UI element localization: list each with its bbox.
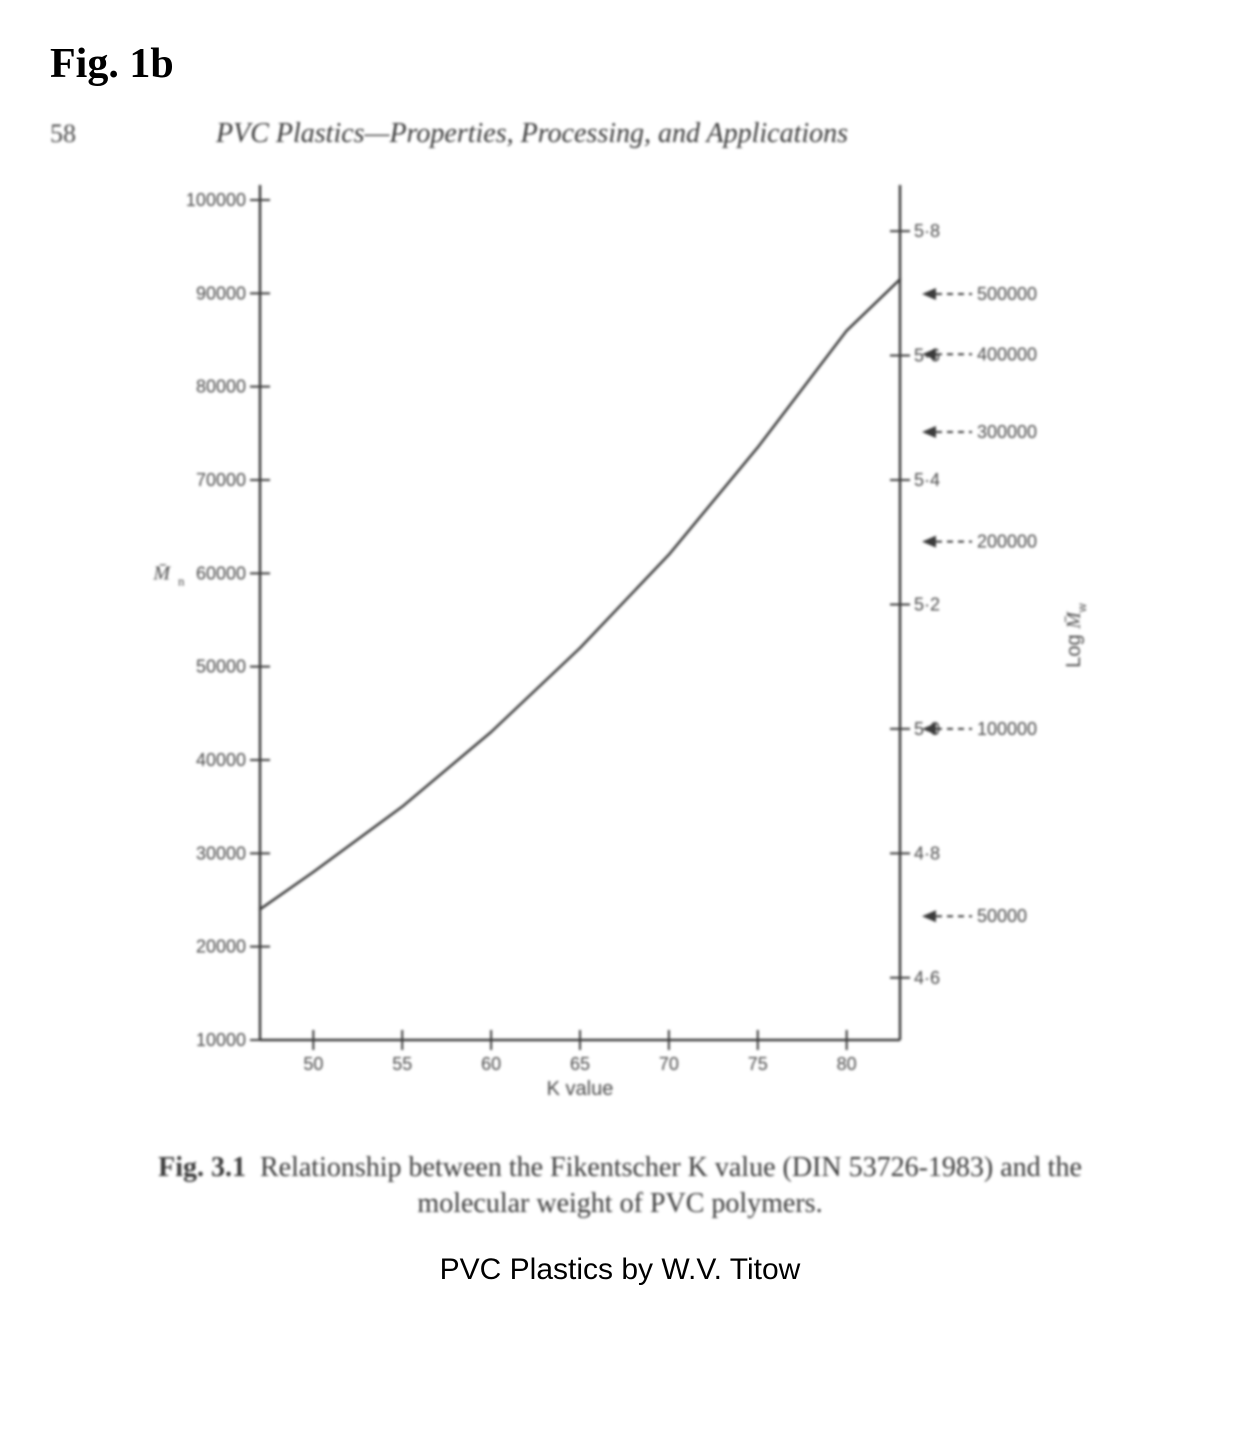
svg-text:70000: 70000 [196, 470, 246, 490]
source-attribution: PVC Plastics by W.V. Titow [50, 1253, 1190, 1287]
chart: 10000 20000 30000 40000 50000 60000 70000 80000… [130, 170, 1110, 1130]
book-section-title: PVC Plastics—Properties, Processing, and… [216, 118, 848, 150]
svg-text:300000: 300000 [977, 422, 1037, 442]
svg-text:Log M̄w: Log M̄w [1063, 603, 1089, 668]
svg-text:75: 75 [748, 1054, 768, 1074]
figure-caption: Fig. 3.1 Relationship between the Fikent… [130, 1150, 1110, 1223]
svg-text:500000: 500000 [977, 284, 1037, 304]
svg-text:4·6: 4·6 [914, 968, 940, 988]
svg-text:50: 50 [303, 1054, 323, 1074]
chart-svg: 10000 20000 30000 40000 50000 60000 70000 80000… [130, 170, 1110, 1130]
caption-prefix: Fig. 3.1 [158, 1152, 246, 1183]
svg-text:55: 55 [392, 1054, 412, 1074]
caption-text: Relationship between the Fikentscher K v… [260, 1152, 1082, 1219]
svg-text:60000: 60000 [196, 563, 246, 583]
svg-text:400000: 400000 [977, 344, 1037, 364]
svg-text:40000: 40000 [196, 750, 246, 770]
svg-text:K value: K value [547, 1078, 614, 1100]
svg-text:50000: 50000 [977, 906, 1027, 926]
svg-text:50000: 50000 [196, 657, 246, 677]
svg-text:65: 65 [570, 1054, 590, 1074]
svg-text:20000: 20000 [196, 937, 246, 957]
svg-text:n: n [178, 573, 185, 588]
svg-text:5·4: 5·4 [914, 470, 940, 490]
svg-text:5·2: 5·2 [914, 594, 940, 614]
figure-label: Fig. 1b [50, 40, 1190, 88]
svg-text:10000: 10000 [196, 1030, 246, 1050]
svg-text:M̄: M̄ [152, 562, 171, 584]
page-header: 58 PVC Plastics—Properties, Processing, … [50, 118, 1190, 150]
svg-text:30000: 30000 [196, 843, 246, 863]
svg-text:80: 80 [837, 1054, 857, 1074]
page-number: 58 [50, 119, 76, 149]
svg-text:100000: 100000 [977, 719, 1037, 739]
svg-text:60: 60 [481, 1054, 501, 1074]
svg-text:4·8: 4·8 [914, 843, 940, 863]
svg-text:200000: 200000 [977, 532, 1037, 552]
svg-text:90000: 90000 [196, 283, 246, 303]
svg-text:100000: 100000 [186, 190, 246, 210]
svg-text:5·8: 5·8 [914, 221, 940, 241]
svg-text:80000: 80000 [196, 377, 246, 397]
svg-text:70: 70 [659, 1054, 679, 1074]
